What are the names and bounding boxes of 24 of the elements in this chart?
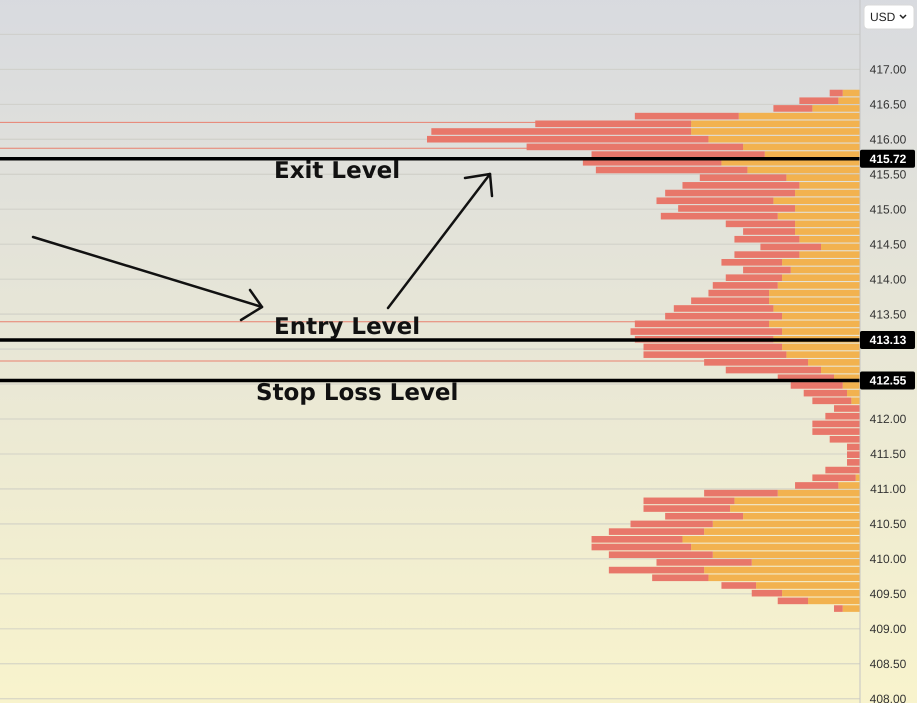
y-tick-label: 415.50 (870, 167, 907, 182)
y-tick-label: 416.50 (870, 97, 907, 112)
y-tick-label: 412.00 (870, 412, 907, 426)
y-tick-label: 411.50 (870, 447, 906, 462)
annotation: Stop Loss Level (256, 380, 458, 406)
y-tick-label: 408.50 (870, 657, 907, 672)
y-tick-label: 415.00 (870, 202, 907, 216)
text: Exit Level (274, 158, 400, 184)
y-tick-label: 413.50 (870, 307, 907, 322)
ref-line-label: 413.13 (870, 333, 907, 348)
ref-line-label: 412.55 (870, 374, 907, 388)
y-tick-label: 409.00 (870, 622, 907, 636)
y-tick-label: 414.00 (870, 272, 907, 286)
y-tick-label: 417.00 (870, 62, 907, 76)
ref-line-label: 415.72 (870, 152, 907, 166)
y-tick-label: 410.50 (870, 517, 907, 532)
y-tick-label: 409.50 (870, 587, 907, 602)
y-tick-label: 410.00 (870, 552, 907, 566)
text: Entry Level (274, 314, 420, 340)
y-tick-label: 416.00 (870, 132, 907, 146)
text: USD (870, 10, 896, 24)
y-tick-label: 408.00 (870, 692, 907, 703)
y-tick-label: 414.50 (870, 237, 907, 252)
y-tick-label: 411.00 (870, 482, 906, 496)
